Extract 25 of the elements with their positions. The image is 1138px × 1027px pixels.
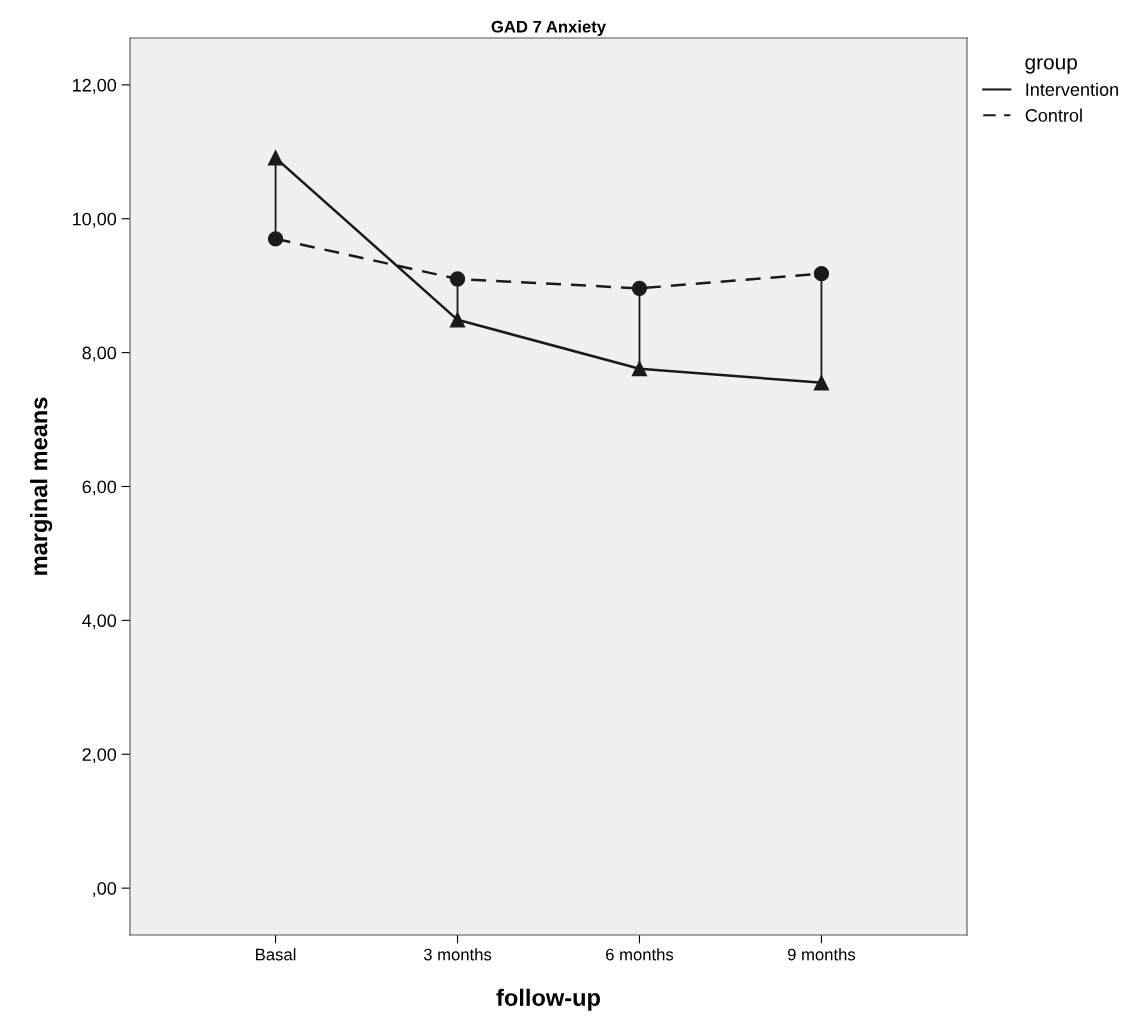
point — [813, 265, 830, 282]
y-tick-label: 8,00 — [82, 346, 117, 362]
y-tick-label: 6,00 — [82, 480, 117, 496]
point — [813, 375, 830, 391]
legend-label: Control — [1025, 108, 1082, 122]
y-tick-label: ,00 — [93, 882, 117, 897]
x-tick-label: Basal — [256, 948, 296, 961]
y-tick-label: 4,00 — [82, 614, 117, 630]
chart-title: GAD 7 Anxiety — [491, 20, 606, 36]
point — [267, 231, 284, 247]
point — [631, 280, 648, 296]
y-tick-label: 12,00 — [73, 78, 117, 94]
x-tick-label: 3 months — [423, 948, 492, 961]
x-tick-label: 9 months — [787, 948, 856, 961]
y-axis-title: marginal means — [30, 397, 53, 575]
legend-title: group — [1025, 58, 1077, 74]
x-axis-title: follow-up — [496, 988, 600, 1011]
y-tick-label: 10,00 — [73, 212, 117, 228]
legend-label: Intervention — [1026, 82, 1118, 96]
point — [449, 312, 466, 328]
point — [631, 361, 648, 377]
point — [449, 271, 466, 287]
x-tick-label: 6 months — [606, 948, 674, 961]
point — [267, 150, 284, 166]
y-tick-label: 2,00 — [82, 748, 117, 764]
